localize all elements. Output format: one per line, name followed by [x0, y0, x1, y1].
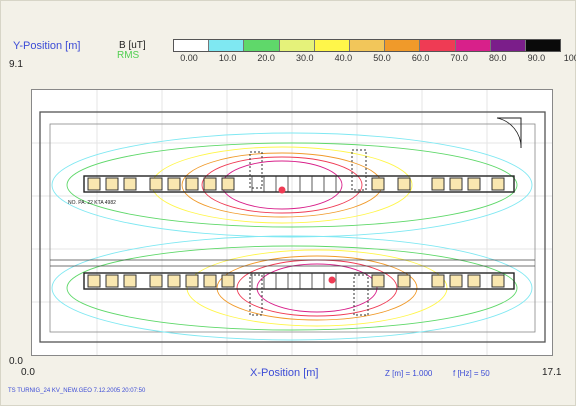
legend-swatch-0	[174, 40, 210, 51]
x-axis-label: X-Position [m]	[250, 367, 319, 379]
legend-swatch-10	[525, 40, 561, 51]
legend-swatch-9	[490, 40, 526, 51]
b-unit-label: B [uT]	[119, 40, 146, 51]
legend-tick-5: 50.0	[373, 53, 391, 63]
y-axis-label: Y-Position [m]	[13, 40, 81, 52]
z-position-info: Z [m] = 1.000	[385, 369, 433, 378]
rms-label: RMS	[117, 50, 140, 61]
legend-swatch-6	[385, 40, 421, 51]
x-min-label: 0.0	[21, 367, 35, 378]
legend-swatch-5	[349, 40, 386, 51]
legend-tick-6: 60.0	[411, 53, 430, 63]
legend-tick-1: 10.0	[218, 53, 237, 63]
frequency-info: f [Hz] = 50	[453, 369, 490, 378]
field-contour-plot: NO. PA. 22 KTA 4982	[31, 89, 553, 356]
legend-tick-9: 90.0	[527, 53, 546, 63]
legend-tick-labels: 0.00 10.0 20.0 30.0 40.0 50.0 60.0 70.0 80.0 90.0…	[161, 53, 576, 65]
legend-tick-0: 0.00	[180, 53, 198, 63]
legend-swatch-7	[420, 40, 456, 51]
legend-swatch-8	[455, 40, 491, 51]
legend-tick-10: 100.0	[563, 53, 576, 63]
footer-file-info: TS TURNIG_24 KV_NEW.GEO 7.12.2005 20:07:…	[8, 388, 146, 394]
contour-drawing: NO. PA. 22 KTA 4982	[32, 90, 552, 355]
legend-swatch-2	[244, 40, 280, 51]
legend-tick-3: 30.0	[296, 53, 314, 63]
x-max-label: 17.1	[542, 367, 562, 378]
y-min-label: 0.0	[9, 356, 23, 367]
y-max-label: 9.1	[9, 59, 23, 70]
legend-swatch-1	[209, 40, 245, 51]
color-legend-bar	[173, 39, 561, 52]
legend-swatch-3	[279, 40, 315, 51]
legend-swatch-4	[314, 40, 350, 51]
legend-tick-2: 20.0	[257, 53, 275, 63]
top-ref-label: NO. PA. 22 KTA 4982	[68, 200, 116, 206]
legend-tick-7: 70.0	[450, 53, 468, 63]
legend-tick-8: 80.0	[489, 53, 507, 63]
legend-tick-4: 40.0	[334, 53, 353, 63]
